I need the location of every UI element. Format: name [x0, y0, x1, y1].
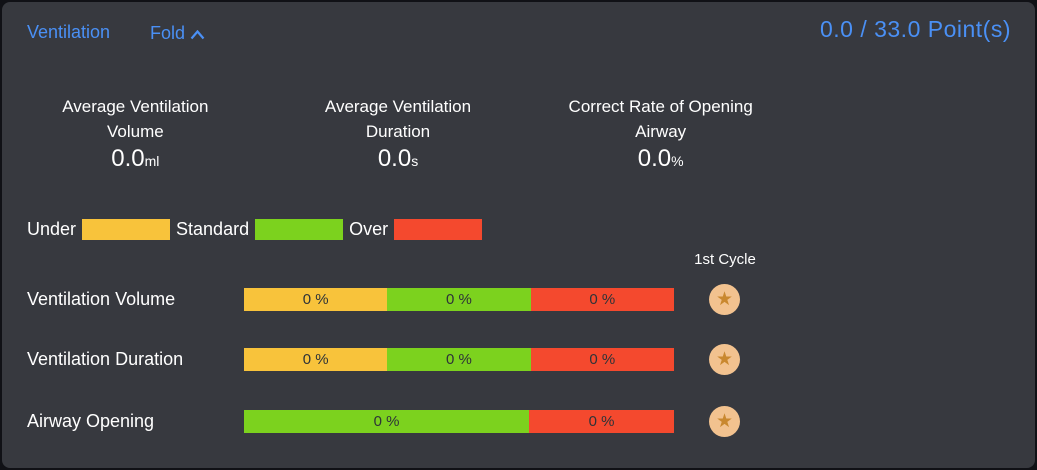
bar-segment-over: 0 %: [530, 288, 674, 311]
star-icon: ★: [715, 410, 734, 432]
stat-label: Average Ventilation: [324, 97, 472, 116]
legend-swatch-under: [82, 219, 171, 240]
stat-correct-rate-opening-airway: Correct Rate of Opening Airway 0.0%: [529, 94, 792, 174]
legend-label: Under: [27, 219, 77, 239]
stat-label: Correct Rate of Opening: [568, 97, 753, 116]
star-icon: ★: [715, 288, 734, 310]
points-score: 0.0 / 33.0 Point(s): [819, 16, 1011, 42]
cycle-score-badge: ★: [709, 406, 740, 437]
stat-value: 0.0%: [637, 145, 684, 172]
legend-label: Standard: [176, 219, 250, 239]
legend-label: Over: [349, 219, 389, 239]
ventilation-section-link[interactable]: Ventilation: [27, 22, 111, 42]
stat-unit: %: [671, 153, 684, 169]
bar-row-label: Airway Opening: [27, 411, 155, 431]
bar-segment-standard: 0 %: [387, 288, 531, 311]
stat-label: Duration: [365, 122, 431, 141]
stacked-bar: 0 % 0 % 0 %: [244, 348, 674, 371]
cycle-score-badge: ★: [709, 284, 740, 315]
bar-segment-under: 0 %: [244, 288, 388, 311]
fold-button[interactable]: Fold: [150, 22, 205, 45]
fold-button-label: Fold: [150, 23, 186, 43]
cycle-column-header: 1st Cycle: [694, 251, 756, 268]
legend-item-standard: Standard: [176, 219, 349, 240]
stat-average-ventilation-volume: Average Ventilation Volume 0.0ml: [4, 94, 267, 174]
bar-segment-over: 0 %: [529, 410, 674, 433]
stacked-bar: 0 % 0 % 0 %: [244, 288, 674, 311]
legend-swatch-standard: [255, 219, 344, 240]
bar-segment-over: 0 %: [530, 348, 674, 371]
bar-row-label: Ventilation Volume: [27, 289, 176, 309]
stat-unit: s: [411, 153, 419, 169]
bar-segment-under: 0 %: [244, 348, 388, 371]
stat-average-ventilation-duration: Average Ventilation Duration 0.0s: [267, 94, 530, 174]
stat-label: Volume: [106, 122, 164, 141]
stat-value: 0.0s: [377, 145, 419, 172]
cycle-score-badge: ★: [709, 344, 740, 375]
summary-stats: Average Ventilation Volume 0.0ml Average…: [4, 94, 792, 174]
stat-label: Airway: [635, 122, 687, 141]
bar-segment-standard: 0 %: [244, 410, 530, 433]
bar-row-airway-opening: Airway Opening 0 % 0 % ★: [2, 406, 1037, 437]
legend: Under Standard Over: [27, 219, 488, 240]
legend-swatch-over: [394, 219, 483, 240]
bar-row-ventilation-volume: Ventilation Volume 0 % 0 % 0 % ★: [2, 284, 1037, 315]
legend-item-over: Over: [349, 219, 488, 240]
bar-segment-standard: 0 %: [387, 348, 531, 371]
chevron-up-icon: [190, 24, 205, 45]
bar-row-label: Ventilation Duration: [27, 349, 184, 369]
bar-row-ventilation-duration: Ventilation Duration 0 % 0 % 0 % ★: [2, 344, 1037, 375]
stacked-bar: 0 % 0 %: [244, 410, 674, 433]
legend-item-under: Under: [27, 219, 176, 240]
star-icon: ★: [715, 348, 734, 370]
stat-value: 0.0ml: [111, 145, 160, 172]
stat-unit: ml: [144, 153, 160, 169]
stat-label: Average Ventilation: [62, 97, 209, 116]
